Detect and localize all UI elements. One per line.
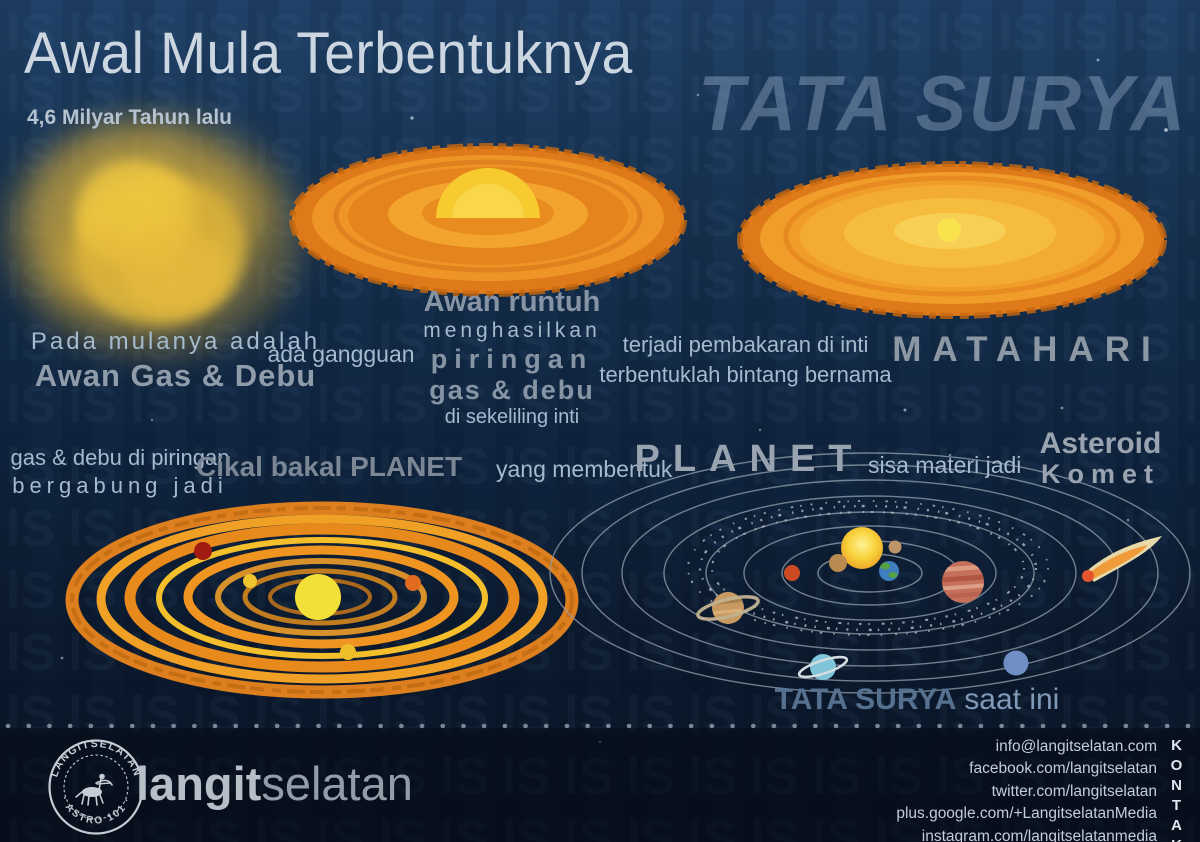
contact-email: info@langitselatan.com <box>995 738 1157 755</box>
planet-uranus <box>797 654 849 680</box>
solar-system-illustration <box>549 452 1191 694</box>
planet-mercury <box>888 540 902 554</box>
caption-line-bold: Awan runtuh <box>423 286 601 318</box>
stamp-top-text: LANGITSELATAN <box>48 738 142 779</box>
planet-venus <box>829 554 847 572</box>
big-title: TATA SURYA <box>697 59 1188 147</box>
contact-twitter: twitter.com/langitselatan <box>991 782 1157 800</box>
page-title: Awal Mula Terbentuknya <box>24 21 633 86</box>
asteroid-belt <box>687 500 1049 636</box>
caption-line: menghasilkan <box>423 319 601 342</box>
caption-cikal-bakal: gas & debu di piringan bergabung jadi <box>10 444 230 499</box>
comet-icon <box>1082 536 1162 582</box>
caption-sisa-materi: sisa materi jadi <box>868 452 1022 478</box>
brand-bold: langit <box>136 757 262 810</box>
kontak-label: KONTAK <box>1168 737 1185 842</box>
footer-band <box>0 728 1200 842</box>
brand-light: selatan <box>261 757 413 810</box>
label-asteroid-komet: Asteroid Komet <box>1018 428 1183 488</box>
protoplanet-rings-illustration <box>65 501 579 699</box>
caption-line: gas & debu di piringan <box>10 445 230 470</box>
contact-instagram: instagram.com/langitselatanmedia <box>921 827 1157 842</box>
centaur-archer-icon <box>75 773 113 806</box>
sun <box>841 527 883 569</box>
caption-yang-membentuk: yang membentuk <box>496 456 673 482</box>
caption-line: di sekeliling inti <box>444 406 580 428</box>
caption-line-bold: Awan Gas & Debu <box>34 358 317 393</box>
caption-line: terjadi pembakaran di inti <box>622 332 869 357</box>
page-subtitle: 4,6 Milyar Tahun lalu <box>27 106 232 129</box>
label-matahari: MATAHARI <box>892 330 1162 369</box>
planet-jupiter <box>942 561 984 603</box>
brand-wordmark: langitselatan <box>136 756 413 811</box>
label-cikal-bakal-planet: Cikal bakal PLANET <box>196 451 463 482</box>
caption-awan-gas-debu: Pada mulanya adalah Awan Gas & Debu <box>18 328 333 394</box>
protostar-disk-illustration <box>737 161 1167 319</box>
planet-neptune <box>1003 650 1029 676</box>
caption-bold: TATA SURYA <box>774 683 957 716</box>
caption-tata-surya-saat-ini: TATA SURYA saat ini <box>742 683 1092 717</box>
planet-earth <box>879 561 899 581</box>
gas-cloud-illustration <box>4 115 300 355</box>
collapsing-disk-illustration <box>289 143 687 297</box>
svg-text:LANGITSELATAN: LANGITSELATAN <box>48 738 143 779</box>
contact-googleplus: plus.google.com/+LangitselatanMedia <box>896 805 1157 823</box>
label-komet: Komet <box>1040 458 1160 489</box>
planet-mars <box>784 565 800 581</box>
caption-ada-gangguan: ada gangguan <box>267 341 415 367</box>
contact-facebook: facebook.com/langitselatan <box>969 760 1157 778</box>
caption-awan-runtuh: Awan runtuh menghasilkan piringan gas & … <box>398 286 626 428</box>
caption-rest: saat ini <box>964 683 1060 716</box>
caption-line-bold: piringan <box>430 344 594 374</box>
planet-orbits <box>549 452 1191 694</box>
caption-line-bold: gas & debu <box>429 375 595 405</box>
caption-matahari: terjadi pembakaran di inti terbentuklah … <box>598 330 893 389</box>
langitselatan-stamp-logo: LANGITSELATAN · ASTRO 101 · <box>48 738 144 835</box>
caption-line: Pada mulanya adalah <box>30 328 321 355</box>
label-asteroid: Asteroid <box>1039 427 1162 460</box>
label-planet: PLANET <box>634 438 865 480</box>
planet-saturn <box>696 592 760 624</box>
contact-list: info@langitselatan.com facebook.com/lang… <box>896 736 1157 842</box>
caption-line: bergabung jadi <box>12 472 228 498</box>
caption-line: terbentuklah bintang bernama <box>599 361 892 387</box>
